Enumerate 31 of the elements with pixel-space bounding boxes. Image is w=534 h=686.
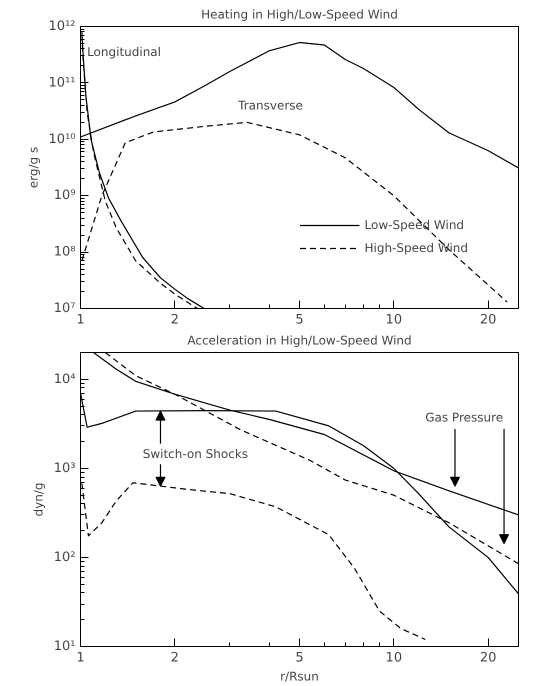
y-tick-label: 10⁴ (54, 372, 76, 387)
y-axis-title: dyn/g (32, 482, 46, 516)
x-tick-label: 5 (295, 650, 304, 666)
x-axis-title: r/Rsun (280, 670, 319, 684)
y-axis-title: erg/g s (26, 146, 41, 188)
x-tick-label: 10 (386, 650, 402, 666)
y-tick-label: 10² (54, 550, 76, 565)
y-tick-label: 10⁸ (54, 244, 76, 260)
x-tick-label: 1 (76, 650, 85, 666)
y-tick-label: 10¹¹ (48, 75, 76, 90)
x-tick-label: 5 (295, 312, 304, 328)
legend-label: High-Speed Wind (364, 241, 468, 255)
x-tick-label: 1 (76, 312, 85, 328)
annotation: Gas Pressure (425, 410, 504, 424)
annotation: Longitudinal (87, 44, 162, 59)
y-tick-label: 10³ (54, 460, 76, 476)
x-tick-label: 2 (170, 650, 179, 666)
legend-label: Low-Speed Wind (364, 218, 464, 232)
chart-title: Heating in High/Low-Speed Wind (201, 8, 398, 22)
x-tick-label: 20 (480, 312, 496, 328)
x-tick-label: 2 (170, 312, 179, 328)
y-tick-label: 10¹ (54, 639, 76, 654)
x-tick-label: 20 (480, 650, 496, 666)
y-tick-label: 10⁹ (54, 188, 76, 204)
y-tick-label: 10⁷ (54, 301, 76, 316)
x-tick-label: 10 (386, 312, 402, 328)
chart-title: Acceleration in High/Low-Speed Wind (187, 334, 412, 348)
y-tick-label: 10¹⁰ (48, 132, 76, 147)
y-tick-label: 10¹² (48, 19, 76, 34)
annotation: Transverse (237, 98, 303, 112)
annotation: Switch-on Shocks (142, 447, 248, 462)
